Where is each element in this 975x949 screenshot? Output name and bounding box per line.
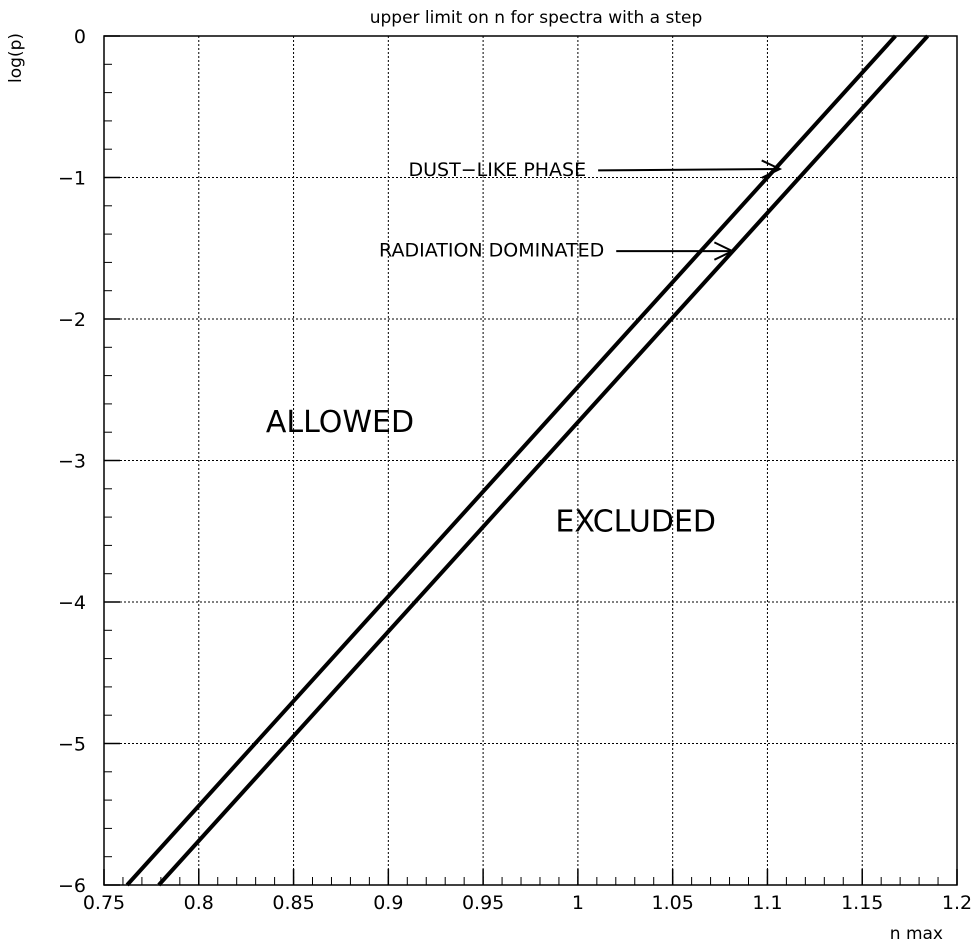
series [125, 34, 930, 887]
x-tick-label: 1.05 [652, 892, 694, 914]
region-label: EXCLUDED [555, 504, 716, 539]
annotation-label: DUST−LIKE PHASE [409, 159, 587, 181]
region-label: ALLOWED [266, 405, 414, 440]
x-tick-label: 1.1 [752, 892, 782, 914]
y-tick-label: −6 [58, 875, 86, 897]
x-axis-title: n max [890, 924, 943, 944]
x-tick-label: 0.8 [184, 892, 214, 914]
x-tick-label: 0.95 [462, 892, 504, 914]
x-tick-label: 0.9 [373, 892, 403, 914]
axis-labels: 0.75 0.8 0.85 0.9 0.95 1 1.05 1.1 1.15 1.2 0 −1 −2 −3… [58, 26, 972, 914]
y-tick-label: −5 [58, 734, 86, 756]
y-tick-label: −3 [58, 451, 86, 473]
y-tick-label: −1 [58, 168, 86, 190]
annotation-arrow-head [761, 159, 783, 179]
series-line-2 [157, 34, 930, 887]
y-tick-label: 0 [74, 26, 86, 48]
x-tick-label: 0.85 [272, 892, 314, 914]
x-tick-label: 1.2 [942, 892, 972, 914]
y-axis-title: log(p) [6, 33, 26, 83]
annotation-arrow-shaft [598, 168, 780, 172]
series-line-1 [125, 34, 897, 887]
axis-ticks [103, 35, 958, 886]
x-tick-label: 1.15 [841, 892, 883, 914]
annotation-label: RADIATION DOMINATED [379, 240, 604, 262]
annotation-arrow-head [713, 241, 735, 261]
annotations: DUST−LIKE PHASE RADIATION DOMINATED ALLOWE… [266, 159, 783, 539]
y-tick-label: −4 [58, 592, 86, 614]
x-tick-label: 1 [572, 892, 584, 914]
chart-title: upper limit on n for spectra with a step [370, 8, 703, 28]
y-tick-label: −2 [58, 309, 86, 331]
grid [104, 36, 957, 885]
x-tick-label: 0.75 [83, 892, 125, 914]
plot-frame [103, 35, 958, 886]
